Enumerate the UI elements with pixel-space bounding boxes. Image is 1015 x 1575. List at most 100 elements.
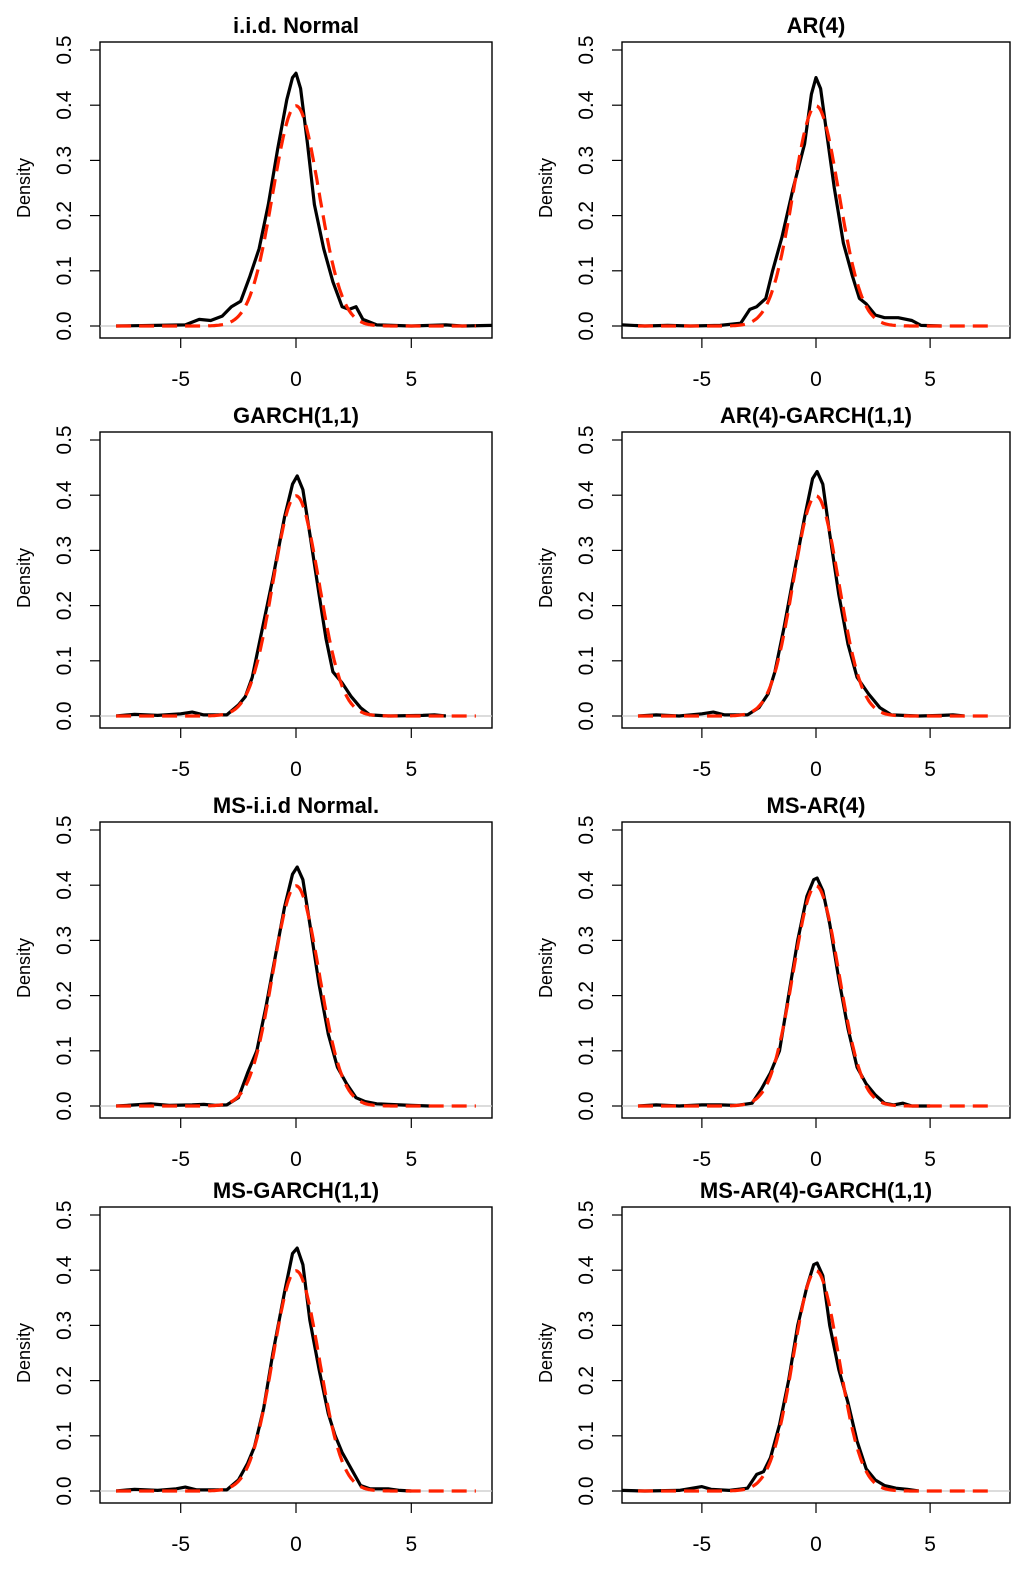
density-panel: MS-i.i.d Normal. Density 0.0 0.1 0.2 0.3 0.4 0.…: [14, 793, 493, 1171]
x-tick-label: 5: [924, 368, 936, 391]
plot-frame: [621, 1206, 1011, 1504]
y-axis-label: Density: [536, 158, 556, 218]
density-panel: MS-AR(4)-GARCH(1,1) Density 0.0 0.1 0.2 0.3 0.…: [536, 1178, 1011, 1556]
density-panel: AR(4) Density 0.0 0.1 0.2 0.3 0.4 0.5 -5 0 5: [536, 13, 1011, 391]
y-axis-label: Density: [14, 158, 34, 218]
y-tick-label: 0.2: [53, 591, 76, 620]
y-axis-label: Density: [536, 938, 556, 998]
x-tick-label: -5: [171, 758, 190, 781]
y-tick-label: 0.4: [53, 1255, 76, 1285]
y-tick-label: 0.4: [575, 90, 598, 120]
y-tick-label: 0.5: [53, 1200, 76, 1229]
y-tick-label: 0.2: [53, 981, 76, 1010]
x-tick-label: -5: [171, 1148, 190, 1171]
x-tick-label: 5: [924, 1148, 936, 1171]
y-tick-label: 0.2: [575, 981, 598, 1010]
panel-title: MS-GARCH(1,1): [213, 1178, 379, 1203]
x-tick-label: 5: [405, 758, 417, 781]
y-tick-label: 0.5: [53, 425, 76, 454]
y-tick-label: 0.2: [575, 1366, 598, 1395]
y-tick-label: 0.2: [53, 1366, 76, 1395]
y-tick-label: 0.0: [575, 701, 598, 730]
x-tick-label: 0: [290, 758, 302, 781]
kde-curve: [622, 76, 942, 328]
y-tick-label: 0.5: [575, 35, 598, 64]
x-tick-label: 5: [405, 368, 417, 391]
density-panel: MS-GARCH(1,1) Density 0.0 0.1 0.2 0.3 0.4 0.5 -5…: [14, 1178, 493, 1556]
normal-reference-curve: [638, 104, 994, 328]
density-panel: AR(4)-GARCH(1,1) Density 0.0 0.1 0.2 0.3 0.4 0.…: [536, 403, 1011, 781]
y-tick-label: 0.1: [53, 646, 76, 675]
density-panel: GARCH(1,1) Density 0.0 0.1 0.2 0.3 0.4 0.5 -5 0 5: [14, 403, 493, 781]
normal-reference-curve: [638, 884, 994, 1108]
normal-reference-curve: [638, 494, 994, 718]
y-axis-label: Density: [14, 548, 34, 608]
y-tick-label: 0.0: [53, 1091, 76, 1120]
y-tick-label: 0.3: [53, 146, 76, 175]
kde-curve: [637, 876, 931, 1108]
kde-curve: [115, 1246, 412, 1493]
y-tick-label: 0.1: [53, 256, 76, 285]
x-tick-label: 5: [405, 1148, 417, 1171]
y-tick-label: 0.1: [53, 1036, 76, 1065]
y-tick-label: 0.1: [575, 1036, 598, 1065]
x-tick-label: 0: [290, 1148, 302, 1171]
x-tick-label: -5: [171, 1533, 190, 1556]
y-axis-label: Density: [536, 1323, 556, 1383]
normal-reference-curve: [638, 1269, 994, 1493]
y-tick-label: 0.4: [53, 90, 76, 120]
y-tick-label: 0.0: [53, 701, 76, 730]
y-tick-label: 0.3: [53, 926, 76, 955]
panel-title: i.i.d. Normal: [233, 13, 359, 38]
y-tick-label: 0.5: [575, 1200, 598, 1229]
x-tick-label: 5: [924, 758, 936, 781]
x-tick-label: 0: [290, 368, 302, 391]
y-tick-label: 0.0: [53, 311, 76, 340]
normal-reference-curve: [116, 494, 476, 718]
panel-title: MS-AR(4)-GARCH(1,1): [700, 1178, 932, 1203]
x-tick-label: -5: [693, 758, 712, 781]
kde-curve: [116, 865, 430, 1108]
y-tick-label: 0.0: [53, 1476, 76, 1505]
x-tick-label: -5: [171, 368, 190, 391]
x-tick-label: -5: [693, 368, 712, 391]
y-tick-label: 0.1: [575, 1421, 598, 1450]
x-tick-label: 0: [810, 368, 822, 391]
y-tick-label: 0.3: [53, 1311, 76, 1340]
normal-reference-curve: [116, 884, 476, 1108]
normal-reference-curve: [116, 104, 476, 328]
y-tick-label: 0.1: [53, 1421, 76, 1450]
y-tick-label: 0.2: [575, 591, 598, 620]
plot-frame: [621, 431, 1011, 729]
x-tick-label: 0: [290, 1533, 302, 1556]
y-tick-label: 0.5: [575, 425, 598, 454]
y-tick-label: 0.4: [53, 870, 76, 900]
kde-curve: [116, 71, 492, 328]
y-tick-label: 0.0: [575, 1476, 598, 1505]
x-tick-label: 0: [810, 1533, 822, 1556]
density-panel: MS-AR(4) Density 0.0 0.1 0.2 0.3 0.4 0.5 -5 0 5: [536, 793, 1011, 1171]
panel-title: GARCH(1,1): [233, 403, 359, 428]
y-axis-label: Density: [14, 938, 34, 998]
y-tick-label: 0.3: [575, 926, 598, 955]
y-tick-label: 0.3: [575, 536, 598, 565]
kde-curve: [115, 474, 447, 718]
y-tick-label: 0.5: [575, 815, 598, 844]
panel-title: MS-i.i.d Normal.: [213, 793, 379, 818]
y-tick-label: 0.3: [575, 146, 598, 175]
y-tick-label: 0.4: [575, 480, 598, 510]
normal-reference-curve: [116, 1269, 476, 1493]
x-tick-label: 5: [405, 1533, 417, 1556]
y-tick-label: 0.2: [53, 201, 76, 230]
plot-frame: [621, 41, 1011, 339]
y-axis-label: Density: [14, 1323, 34, 1383]
x-tick-label: 5: [924, 1533, 936, 1556]
density-panel: i.i.d. Normal Density 0.0 0.1 0.2 0.3 0.4 0.5 -5…: [14, 13, 493, 391]
y-tick-label: 0.5: [53, 35, 76, 64]
plot-frame: [621, 821, 1011, 1119]
y-tick-label: 0.3: [575, 1311, 598, 1340]
y-tick-label: 0.1: [575, 646, 598, 675]
y-tick-label: 0.3: [53, 536, 76, 565]
x-tick-label: 0: [810, 758, 822, 781]
